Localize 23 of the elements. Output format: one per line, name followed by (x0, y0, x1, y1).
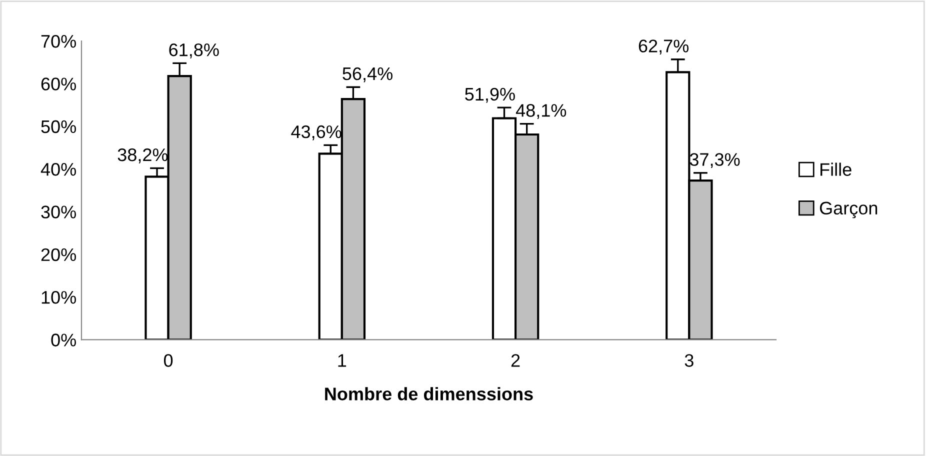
legend-label: Garçon (820, 202, 878, 218)
data-label: 37,3% (690, 153, 740, 168)
legend-label: Fille (820, 162, 852, 176)
y-tick-label: 50% (41, 120, 76, 134)
data-label: 56,4% (342, 67, 392, 82)
y-tick-label: 10% (42, 290, 76, 304)
y-tick-label: 70% (41, 34, 76, 48)
x-tick-label: 3 (684, 354, 694, 367)
y-tick-label: 40% (40, 162, 76, 176)
data-label: 43,6% (291, 125, 342, 140)
data-label: 48,1% (516, 104, 566, 119)
x-axis-title: Nombre de dimenssions (325, 387, 533, 400)
y-tick-label: 20% (41, 248, 76, 262)
x-tick-label: 2 (511, 354, 520, 367)
x-tick-label: 1 (338, 354, 346, 367)
x-tick-label: 0 (164, 354, 173, 367)
y-tick-label: 60% (41, 78, 76, 90)
data-label: 62,7% (638, 40, 689, 55)
y-tick-label: 0% (51, 334, 76, 346)
data-label: 38,2% (118, 148, 168, 164)
data-label: 61,8% (169, 43, 219, 58)
data-label: 51,9% (465, 88, 515, 103)
y-tick-label: 30% (41, 206, 76, 218)
